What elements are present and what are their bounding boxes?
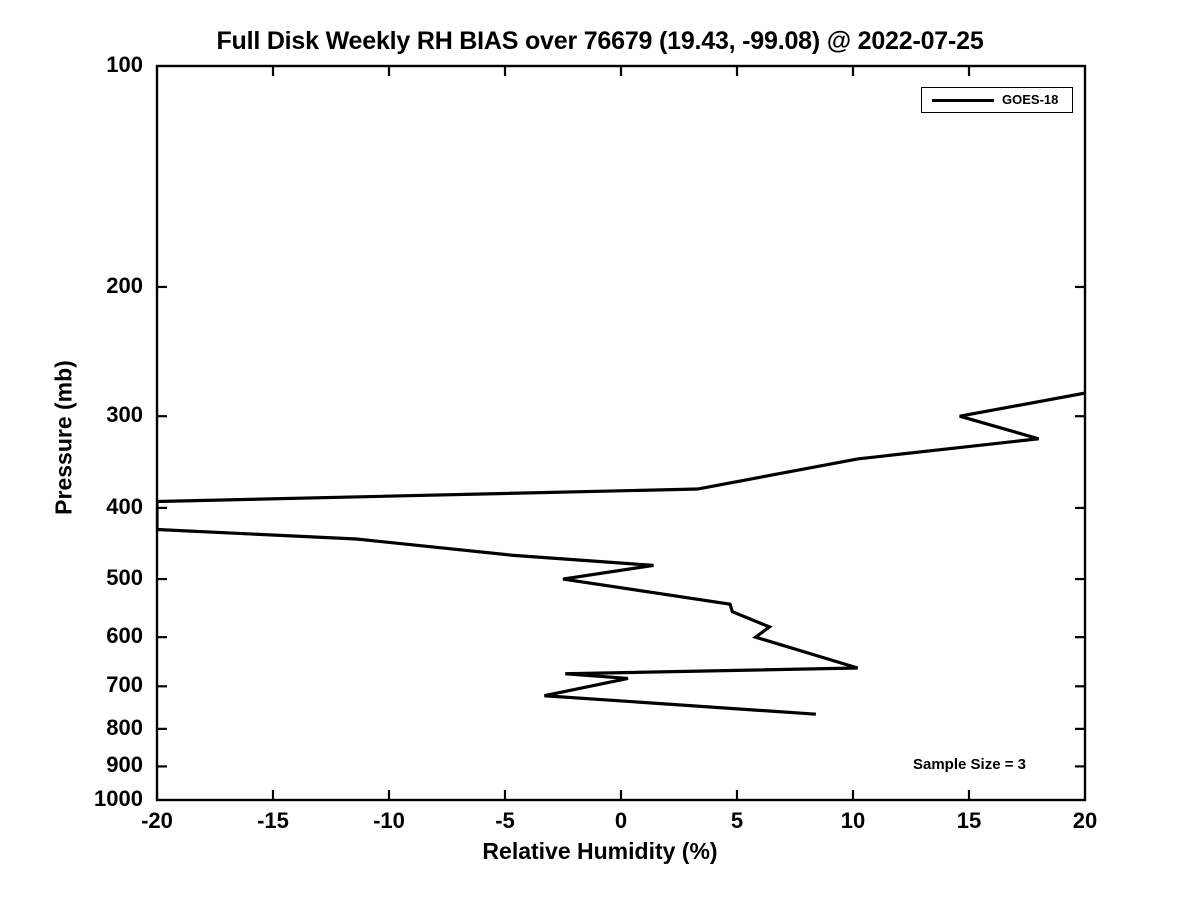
x-tick-label: 20 bbox=[1072, 808, 1098, 833]
y-tick-label: 1000 bbox=[94, 786, 143, 811]
x-tick-label: 10 bbox=[840, 808, 866, 833]
legend: GOES-18 bbox=[921, 87, 1073, 113]
sample-size-annotation: Sample Size = 3 bbox=[913, 756, 1026, 773]
x-axis-title: Relative Humidity (%) bbox=[482, 838, 718, 864]
axis-tick-marks bbox=[157, 66, 1085, 800]
x-tick-label: -20 bbox=[141, 808, 173, 833]
chart-title: Full Disk Weekly RH BIAS over 76679 (19.… bbox=[216, 27, 984, 55]
data-series-group bbox=[157, 391, 1085, 716]
y-tick-label: 800 bbox=[106, 714, 143, 740]
plot-frame-border bbox=[155, 64, 1087, 802]
y-tick-label: 200 bbox=[106, 272, 143, 298]
legend-label-goes-18: GOES-18 bbox=[1002, 92, 1059, 107]
x-tick-label: -15 bbox=[257, 808, 289, 833]
x-tick-label: 0 bbox=[614, 808, 628, 833]
y-axis-title: Pressure (mb) bbox=[50, 360, 77, 515]
y-tick-label: 100 bbox=[106, 52, 143, 77]
x-tick-label: 15 bbox=[956, 808, 982, 833]
y-tick-label: 700 bbox=[106, 672, 143, 698]
legend-swatch-goes-18 bbox=[932, 99, 994, 103]
x-tick-label: 5 bbox=[730, 808, 744, 833]
x-tick-label: -10 bbox=[373, 808, 405, 833]
y-tick-label: 900 bbox=[106, 752, 143, 778]
y-tick-label: 300 bbox=[106, 402, 143, 428]
y-tick-label: 400 bbox=[106, 493, 143, 519]
y-tick-label: 500 bbox=[106, 565, 143, 591]
x-tick-label: -5 bbox=[495, 808, 515, 833]
line-series-goes-18 bbox=[157, 391, 1085, 716]
y-tick-label: 600 bbox=[106, 623, 143, 649]
